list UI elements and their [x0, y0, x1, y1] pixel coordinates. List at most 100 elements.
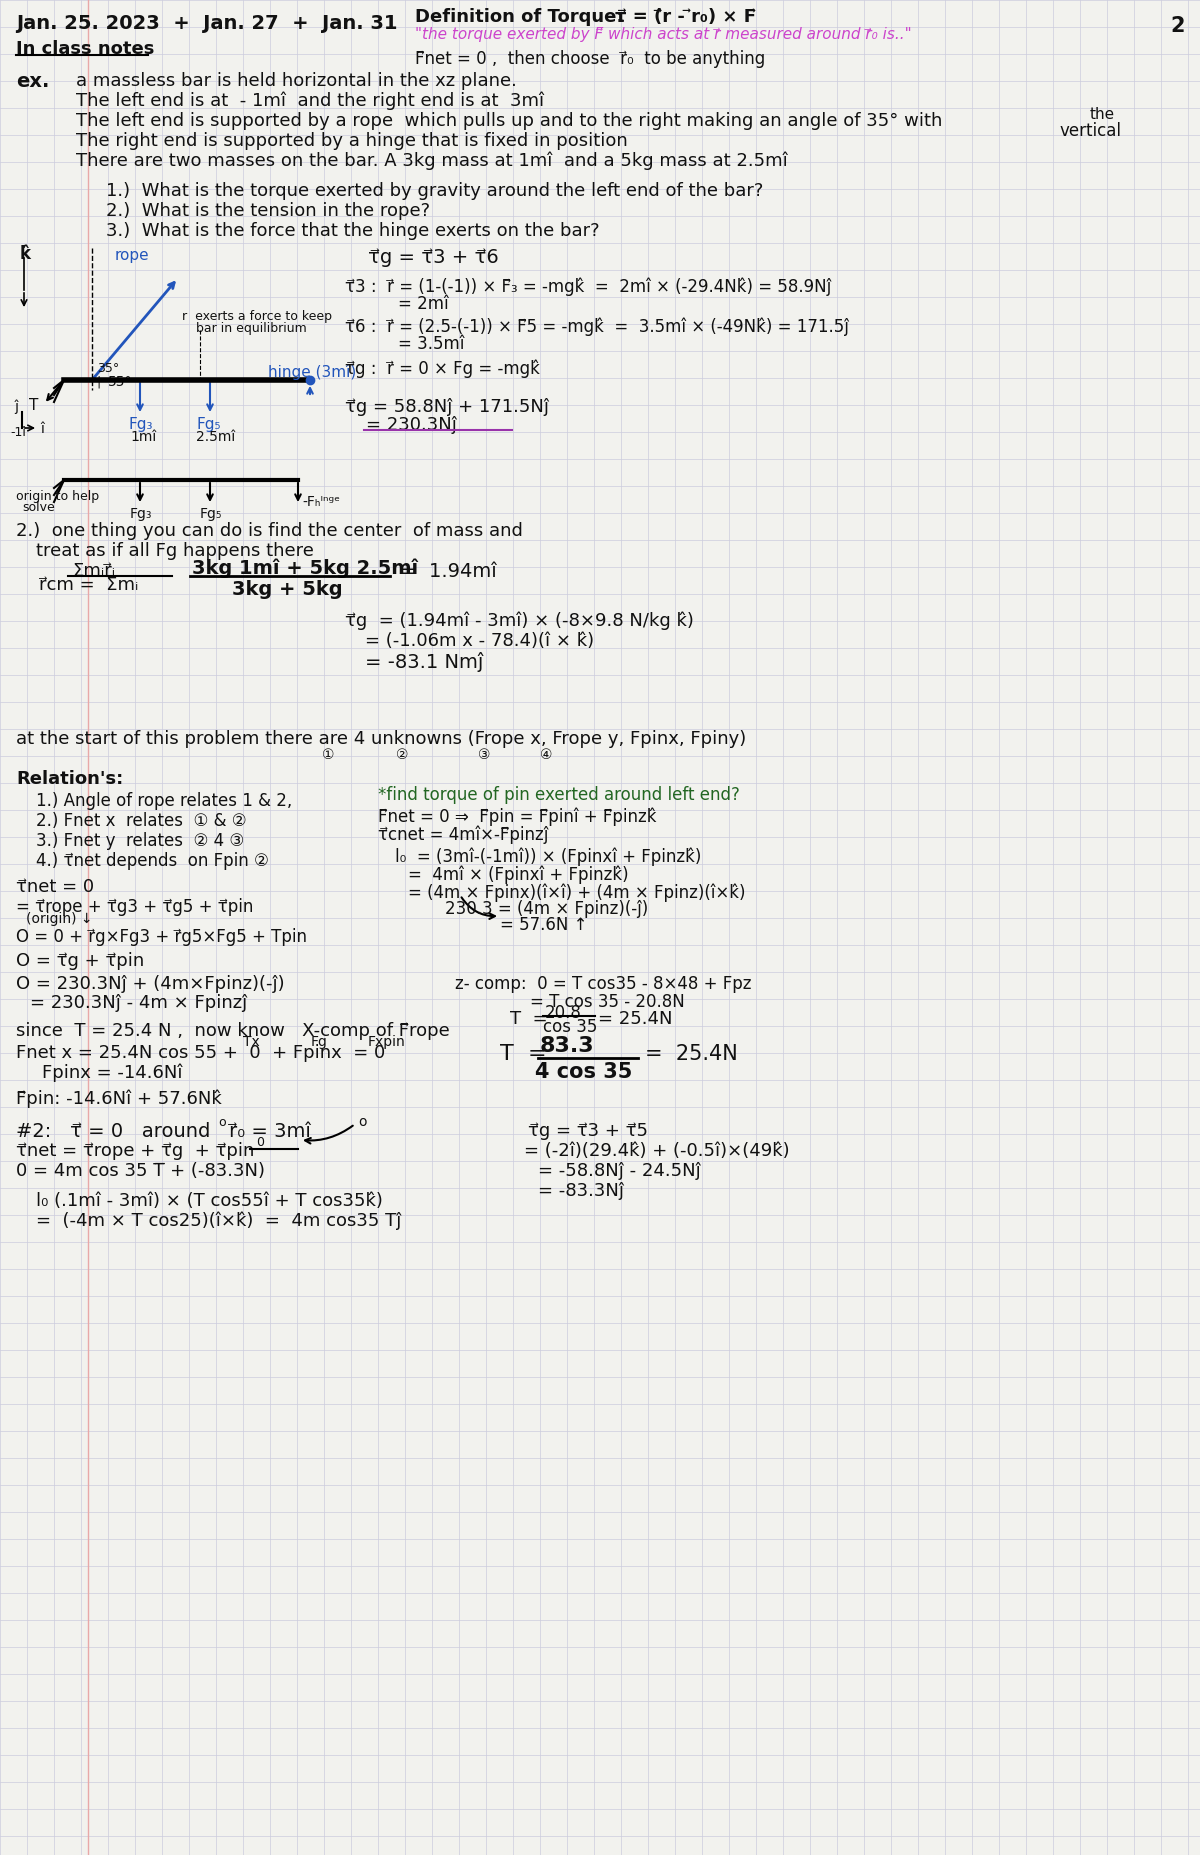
Text: τ⃗g = τ⃗3 + τ⃗5: τ⃗g = τ⃗3 + τ⃗5: [528, 1122, 648, 1141]
Text: 0 = 4m cos 35 T̅ + (-83.3N): 0 = 4m cos 35 T̅ + (-83.3N): [16, 1161, 265, 1180]
Text: 2.)  What is the tension in the rope?: 2.) What is the tension in the rope?: [106, 202, 430, 221]
Text: =  4mî × (Fpinxî + Fpinzk̂): = 4mî × (Fpinxî + Fpinzk̂): [408, 866, 629, 885]
Text: τ⃗net = 0: τ⃗net = 0: [16, 877, 94, 896]
Text: Fnet x = 25.4N cos 55 +  0  + Fpinx  = 0: Fnet x = 25.4N cos 55 + 0 + Fpinx = 0: [16, 1044, 385, 1063]
Text: Fg₃: Fg₃: [128, 417, 152, 432]
Text: -Fₕᴵⁿᵍᵉ: -Fₕᴵⁿᵍᵉ: [302, 495, 340, 508]
Text: F⃗pin: -14.6Nî + 57.6Nk̂: F⃗pin: -14.6Nî + 57.6Nk̂: [16, 1091, 222, 1109]
Text: F⃗net = 0 ,  then choose  r⃗₀  to be anything: F⃗net = 0 , then choose r⃗₀ to be anythi…: [415, 50, 766, 69]
Text: 35°: 35°: [97, 362, 119, 375]
Text: = (-1.06m x - 78.4)(î × k̂): = (-1.06m x - 78.4)(î × k̂): [365, 633, 594, 649]
Text: = 25.4N: = 25.4N: [598, 1009, 672, 1028]
Text: 55°: 55°: [108, 375, 132, 390]
Text: |: |: [96, 375, 101, 388]
Text: τ⃗6 :  r⃗ = (2.5-(-1)) × F⃗5 = -mgk̂  =  3.5mî × (-49Nk̂) = 171.5ĵ: τ⃗6 : r⃗ = (2.5-(-1)) × F⃗5 = -mgk̂ = 3.…: [346, 317, 848, 336]
Text: ĵ: ĵ: [16, 401, 20, 414]
Text: l₀  = (3mî-(-1mî)) × (Fpinxî + Fpinzk̂): l₀ = (3mî-(-1mî)) × (Fpinxî + Fpinzk̂): [395, 848, 701, 866]
Text: Tx: Tx: [242, 1035, 259, 1048]
Text: 4 cos 35: 4 cos 35: [535, 1063, 632, 1081]
Text: T: T: [29, 399, 38, 414]
Text: O = 0 + r⃗g×Fg3 + r⃗g5×Fg5 + Tpin: O = 0 + r⃗g×Fg3 + r⃗g5×Fg5 + Tpin: [16, 928, 307, 946]
Text: = 230.3Nĵ: = 230.3Nĵ: [366, 416, 457, 434]
Text: z- comp:  0 = T cos35 - 8×48 + Fpz: z- comp: 0 = T cos35 - 8×48 + Fpz: [455, 976, 751, 992]
Text: = T cos 35 - 20.8N: = T cos 35 - 20.8N: [530, 992, 685, 1011]
Text: (origin) ↓: (origin) ↓: [26, 913, 92, 926]
Text: 0: 0: [256, 1135, 264, 1148]
Text: rope: rope: [115, 249, 150, 263]
Text: T  =: T =: [510, 1009, 553, 1028]
Text: 3kg 1mî + 5kg 2.5mî: 3kg 1mî + 5kg 2.5mî: [192, 558, 418, 577]
Text: =  25.4N: = 25.4N: [646, 1044, 738, 1065]
Text: τ⃗g = τ⃗3 + τ⃗6: τ⃗g = τ⃗3 + τ⃗6: [368, 249, 499, 267]
Text: Fg: Fg: [311, 1035, 328, 1048]
Text: = (4m × Fpinx)(î×î) + (4m × Fpinz)(î×k̂): = (4m × Fpinx)(î×î) + (4m × Fpinz)(î×k̂): [408, 885, 745, 903]
Text: r⃗cm =  Σmᵢ: r⃗cm = Σmᵢ: [40, 577, 139, 594]
Text: 3kg + 5kg: 3kg + 5kg: [232, 581, 343, 599]
Text: 4.) τ⃗net depends  on Fpin ②: 4.) τ⃗net depends on Fpin ②: [36, 851, 269, 870]
Text: = 230.3Nĵ - 4m × Fpinzĵ: = 230.3Nĵ - 4m × Fpinzĵ: [30, 994, 247, 1013]
Text: = 3.5mî: = 3.5mî: [398, 336, 464, 352]
Text: 20.8: 20.8: [545, 1004, 582, 1022]
Text: = τ⃗rope + τ⃗g3 + τ⃗g5 + τ⃗pin: = τ⃗rope + τ⃗g3 + τ⃗g5 + τ⃗pin: [16, 898, 253, 916]
Text: The left end is at  - 1mî  and the right end is at  3mî: The left end is at - 1mî and the right e…: [76, 93, 544, 111]
Text: 1.)  What is the torque exerted by gravity around the left end of the bar?: 1.) What is the torque exerted by gravit…: [106, 182, 763, 200]
Text: ex.: ex.: [16, 72, 49, 91]
Text: since  T = 25.4 N ,  now know   X-comp of F⃗rope: since T = 25.4 N , now know X-comp of F⃗…: [16, 1022, 450, 1041]
Text: k̂: k̂: [20, 245, 31, 263]
Text: *find torque of pin exerted around left end?: *find torque of pin exerted around left …: [378, 787, 740, 803]
Text: τ⃗cnet = 4mî×-F⃗pinzĵ: τ⃗cnet = 4mî×-F⃗pinzĵ: [378, 825, 548, 844]
Text: = (-2î)(29.4k̂) + (-0.5î)×(49k̂): = (-2î)(29.4k̂) + (-0.5î)×(49k̂): [524, 1143, 790, 1159]
Text: hinge (3mî): hinge (3mî): [268, 364, 356, 380]
Text: the: the: [1090, 108, 1115, 122]
Text: Fg₅: Fg₅: [197, 417, 222, 432]
Text: l₀ (.1mî - 3mî) × (T cos55î + T cos35k̂): l₀ (.1mî - 3mî) × (T cos55î + T cos35k̂): [36, 1193, 383, 1209]
Text: = -83.1 Nmĵ: = -83.1 Nmĵ: [365, 651, 484, 672]
Text: F⃗net = 0 ⇒  F⃗pin = F⃗pinî + F⃗pinzk̂: F⃗net = 0 ⇒ F⃗pin = F⃗pinî + F⃗pinzk̂: [378, 809, 656, 827]
Text: Fg₃: Fg₃: [130, 506, 152, 521]
Text: Fpinx = -14.6Nî: Fpinx = -14.6Nî: [42, 1065, 182, 1083]
Text: Relation's:: Relation's:: [16, 770, 124, 788]
Text: =  1.94mî: = 1.94mî: [400, 562, 497, 581]
Text: at the start of this problem there are 4 unknowns (Frope x, Frope y, Fpinx, Fpin: at the start of this problem there are 4…: [16, 731, 746, 748]
Text: vertical: vertical: [1060, 122, 1122, 139]
Text: a massless bar is held horizontal in the xz plane.: a massless bar is held horizontal in the…: [76, 72, 517, 91]
Text: "the torque exerted by F⃗ which acts at r⃗ measured around r⃗₀ is..": "the torque exerted by F⃗ which acts at …: [415, 28, 912, 43]
Text: τ⃗g :  r⃗ = 0 × Fg = -mgk̂: τ⃗g : r⃗ = 0 × Fg = -mgk̂: [346, 360, 540, 378]
Text: τ⃗g = 58.8Nĵ + 171.5Nĵ: τ⃗g = 58.8Nĵ + 171.5Nĵ: [346, 399, 550, 416]
Text: ③: ③: [478, 748, 491, 762]
Text: 230.3 = (4m × Fpinz)(-ĵ): 230.3 = (4m × Fpinz)(-ĵ): [445, 900, 648, 918]
Text: Fxpin: Fxpin: [368, 1035, 406, 1048]
Text: O = τ⃗g + τ⃗pin: O = τ⃗g + τ⃗pin: [16, 952, 144, 970]
Text: τ⃗net = τ⃗rope + τ⃗g  + τ⃗pin: τ⃗net = τ⃗rope + τ⃗g + τ⃗pin: [16, 1143, 254, 1159]
Text: T  =: T =: [500, 1044, 553, 1065]
Text: î: î: [40, 421, 44, 436]
Text: ②: ②: [396, 748, 408, 762]
Text: 1.) Angle of rope relates 1 & 2,: 1.) Angle of rope relates 1 & 2,: [36, 792, 293, 811]
Text: Definition of Torque:: Definition of Torque:: [415, 7, 636, 26]
Text: origin to help: origin to help: [16, 490, 100, 503]
Text: 83.3: 83.3: [540, 1035, 595, 1055]
Text: o: o: [218, 1117, 226, 1130]
Text: =  (-4m × T cos25)(î×k̂)  =  4m cos35 Tĵ: = (-4m × T cos25)(î×k̂) = 4m cos35 Tĵ: [36, 1211, 401, 1230]
Text: ①: ①: [322, 748, 335, 762]
Text: = -58.8Nĵ - 24.5Nĵ: = -58.8Nĵ - 24.5Nĵ: [538, 1161, 701, 1180]
Text: Jan. 25. 2023  +  Jan. 27  +  Jan. 31: Jan. 25. 2023 + Jan. 27 + Jan. 31: [16, 15, 397, 33]
Text: Σmᵢr⃗ᵢ: Σmᵢr⃗ᵢ: [72, 562, 115, 581]
Text: τ⃗g  = (1.94mî - 3mî) × (-8×9.8 N/kg k̂): τ⃗g = (1.94mî - 3mî) × (-8×9.8 N/kg k̂): [346, 612, 694, 631]
Text: = 2mî: = 2mî: [398, 295, 449, 313]
Text: 1mî: 1mî: [130, 430, 156, 443]
Text: τ⃗3 :  r⃗ = (1-(-1)) × F⃗₃ = -mgk̂  =  2mî × (-29.4Nk̂) = 58.9Nĵ: τ⃗3 : r⃗ = (1-(-1)) × F⃗₃ = -mgk̂ = 2mî …: [346, 278, 832, 297]
Text: 2.)  one thing you can do is find the center  of mass and: 2.) one thing you can do is find the cen…: [16, 521, 523, 540]
Text: There are two masses on the bar. A 3kg mass at 1mî  and a 5kg mass at 2.5mî: There are two masses on the bar. A 3kg m…: [76, 152, 787, 171]
Text: = 57.6N ↑: = 57.6N ↑: [500, 916, 588, 935]
Text: 2: 2: [1170, 17, 1184, 35]
Text: o: o: [358, 1115, 366, 1130]
Text: 2.5mî: 2.5mî: [196, 430, 235, 443]
Text: bar in equilibrium: bar in equilibrium: [196, 323, 307, 336]
Text: #2:   τ⃗ = 0   around   r⃗₀ = 3mî: #2: τ⃗ = 0 around r⃗₀ = 3mî: [16, 1122, 311, 1141]
Text: cos 35: cos 35: [542, 1018, 598, 1035]
Text: The right end is supported by a hinge that is fixed in position: The right end is supported by a hinge th…: [76, 132, 628, 150]
Text: -1î: -1î: [10, 427, 26, 440]
Text: 3.)  What is the force that the hinge exerts on the bar?: 3.) What is the force that the hinge exe…: [106, 223, 600, 239]
Text: solve: solve: [22, 501, 55, 514]
